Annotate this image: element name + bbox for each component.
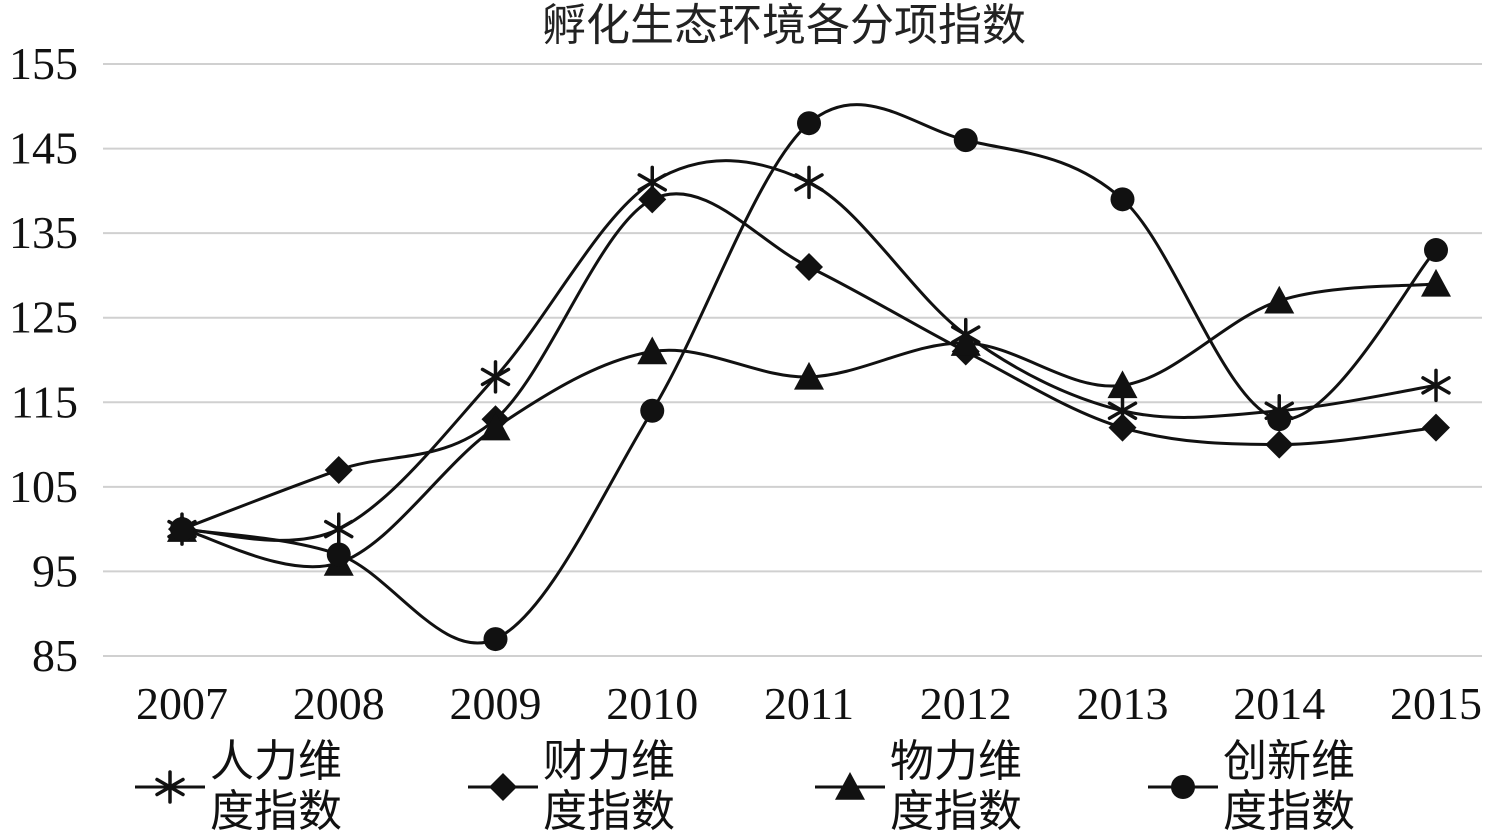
data-point-circle xyxy=(483,627,508,652)
x-tick-label: 2011 xyxy=(764,678,854,729)
legend-item: 创新维度指数 xyxy=(1148,736,1355,832)
legend-label: 物力维度指数 xyxy=(890,736,1022,832)
data-point-triangle xyxy=(637,336,668,365)
legend-label: 财力维度指数 xyxy=(543,736,675,832)
legend-label: 人力维度指数 xyxy=(210,736,342,832)
legend-item: 人力维度指数 xyxy=(135,736,342,832)
data-point-diamond xyxy=(795,252,823,281)
data-point-triangle xyxy=(1107,370,1138,399)
data-point-diamond xyxy=(324,455,353,484)
data-point-asterisk xyxy=(794,165,824,200)
x-tick-label: 2008 xyxy=(293,678,385,729)
data-point-triangle xyxy=(1421,268,1451,297)
legend-item: 财力维度指数 xyxy=(468,736,675,832)
data-point-circle xyxy=(1267,407,1292,432)
data-point-circle xyxy=(797,111,821,136)
y-tick-label: 135 xyxy=(9,207,78,258)
x-tick-label: 2009 xyxy=(450,678,542,729)
y-tick-label: 115 xyxy=(11,376,78,427)
data-point-triangle xyxy=(950,328,981,356)
data-point-circle xyxy=(640,398,665,423)
data-point-diamond xyxy=(638,185,667,214)
y-tick-label: 155 xyxy=(9,38,78,89)
legend-marker-asterisk xyxy=(155,770,185,804)
y-tick-label: 105 xyxy=(9,461,78,512)
y-tick-label: 95 xyxy=(32,545,78,596)
series-line-3 xyxy=(181,282,1437,569)
data-point-circle xyxy=(953,128,978,153)
x-tick-label: 2015 xyxy=(1390,678,1482,729)
data-point-diamond xyxy=(1108,413,1137,442)
x-axis-ticks: 2007 2008 2009 2010 2011 2012 2013 2014 2015 xyxy=(136,678,1482,729)
series-line-1 xyxy=(181,159,1437,542)
data-point-asterisk xyxy=(324,512,354,546)
y-tick-label: 125 xyxy=(9,292,78,343)
data-point-asterisk xyxy=(480,360,511,394)
y-tick-label: 145 xyxy=(9,123,78,174)
data-point-circle xyxy=(1424,238,1448,263)
x-tick-label: 2012 xyxy=(920,678,1012,729)
data-point-triangle xyxy=(794,361,824,390)
legend-label: 创新维度指数 xyxy=(1223,736,1355,832)
data-point-circle xyxy=(326,542,351,567)
y-axis-ticks: 85 95 105 115 125 135 145 155 xyxy=(9,38,78,681)
legend-marker-triangle xyxy=(835,772,865,800)
data-point-circle xyxy=(170,517,194,542)
chart-title: 孵化生态环境各分项指数 xyxy=(542,0,1026,51)
x-tick-label: 2014 xyxy=(1233,678,1325,729)
legend: 人力维度指数 财力维度指数 物力维度指数 创新维度指数 xyxy=(135,736,1355,832)
data-point-circle xyxy=(1110,187,1135,212)
legend-marker-diamond xyxy=(489,773,517,801)
x-tick-label: 2010 xyxy=(606,678,698,729)
x-tick-label: 2007 xyxy=(136,678,228,729)
legend-item: 物力维度指数 xyxy=(815,736,1022,832)
data-point-diamond xyxy=(1265,430,1294,459)
legend-marker-circle xyxy=(1171,775,1195,799)
data-point-triangle xyxy=(1264,285,1295,314)
y-tick-label: 85 xyxy=(32,630,78,681)
series-line-2 xyxy=(181,192,1437,531)
data-point-triangle xyxy=(480,412,511,441)
data-point-asterisk xyxy=(1421,368,1451,403)
x-tick-label: 2013 xyxy=(1077,678,1169,729)
series-markers xyxy=(167,111,1451,652)
data-point-diamond xyxy=(1422,413,1450,442)
